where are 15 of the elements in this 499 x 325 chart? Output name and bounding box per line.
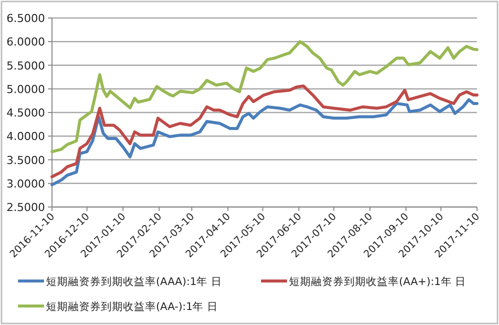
y-tick-label: 5.5000 — [6, 59, 45, 72]
legend-label: 短期融资券到期收益率(AAA):1年 日 — [46, 275, 222, 288]
y-tick-label: 3.0000 — [6, 177, 45, 190]
y-tick-label: 6.0000 — [6, 36, 45, 49]
y-tick-label: 2.5000 — [6, 201, 45, 214]
y-tick-label: 6.5000 — [6, 12, 45, 25]
y-tick-label: 4.5000 — [6, 106, 45, 120]
y-tick-label: 3.5000 — [6, 154, 45, 167]
line-series — [50, 84, 478, 178]
legend-label: 短期融资券到期收益率(AA+):1年 日 — [289, 275, 466, 288]
line-series — [50, 98, 478, 186]
line-series — [50, 40, 478, 154]
legend-label: 短期融资券到期收益率(AA-):1年 日 — [46, 300, 218, 313]
y-tick-label: 4.0000 — [6, 130, 45, 144]
y-tick-label: 5.0000 — [6, 82, 45, 96]
